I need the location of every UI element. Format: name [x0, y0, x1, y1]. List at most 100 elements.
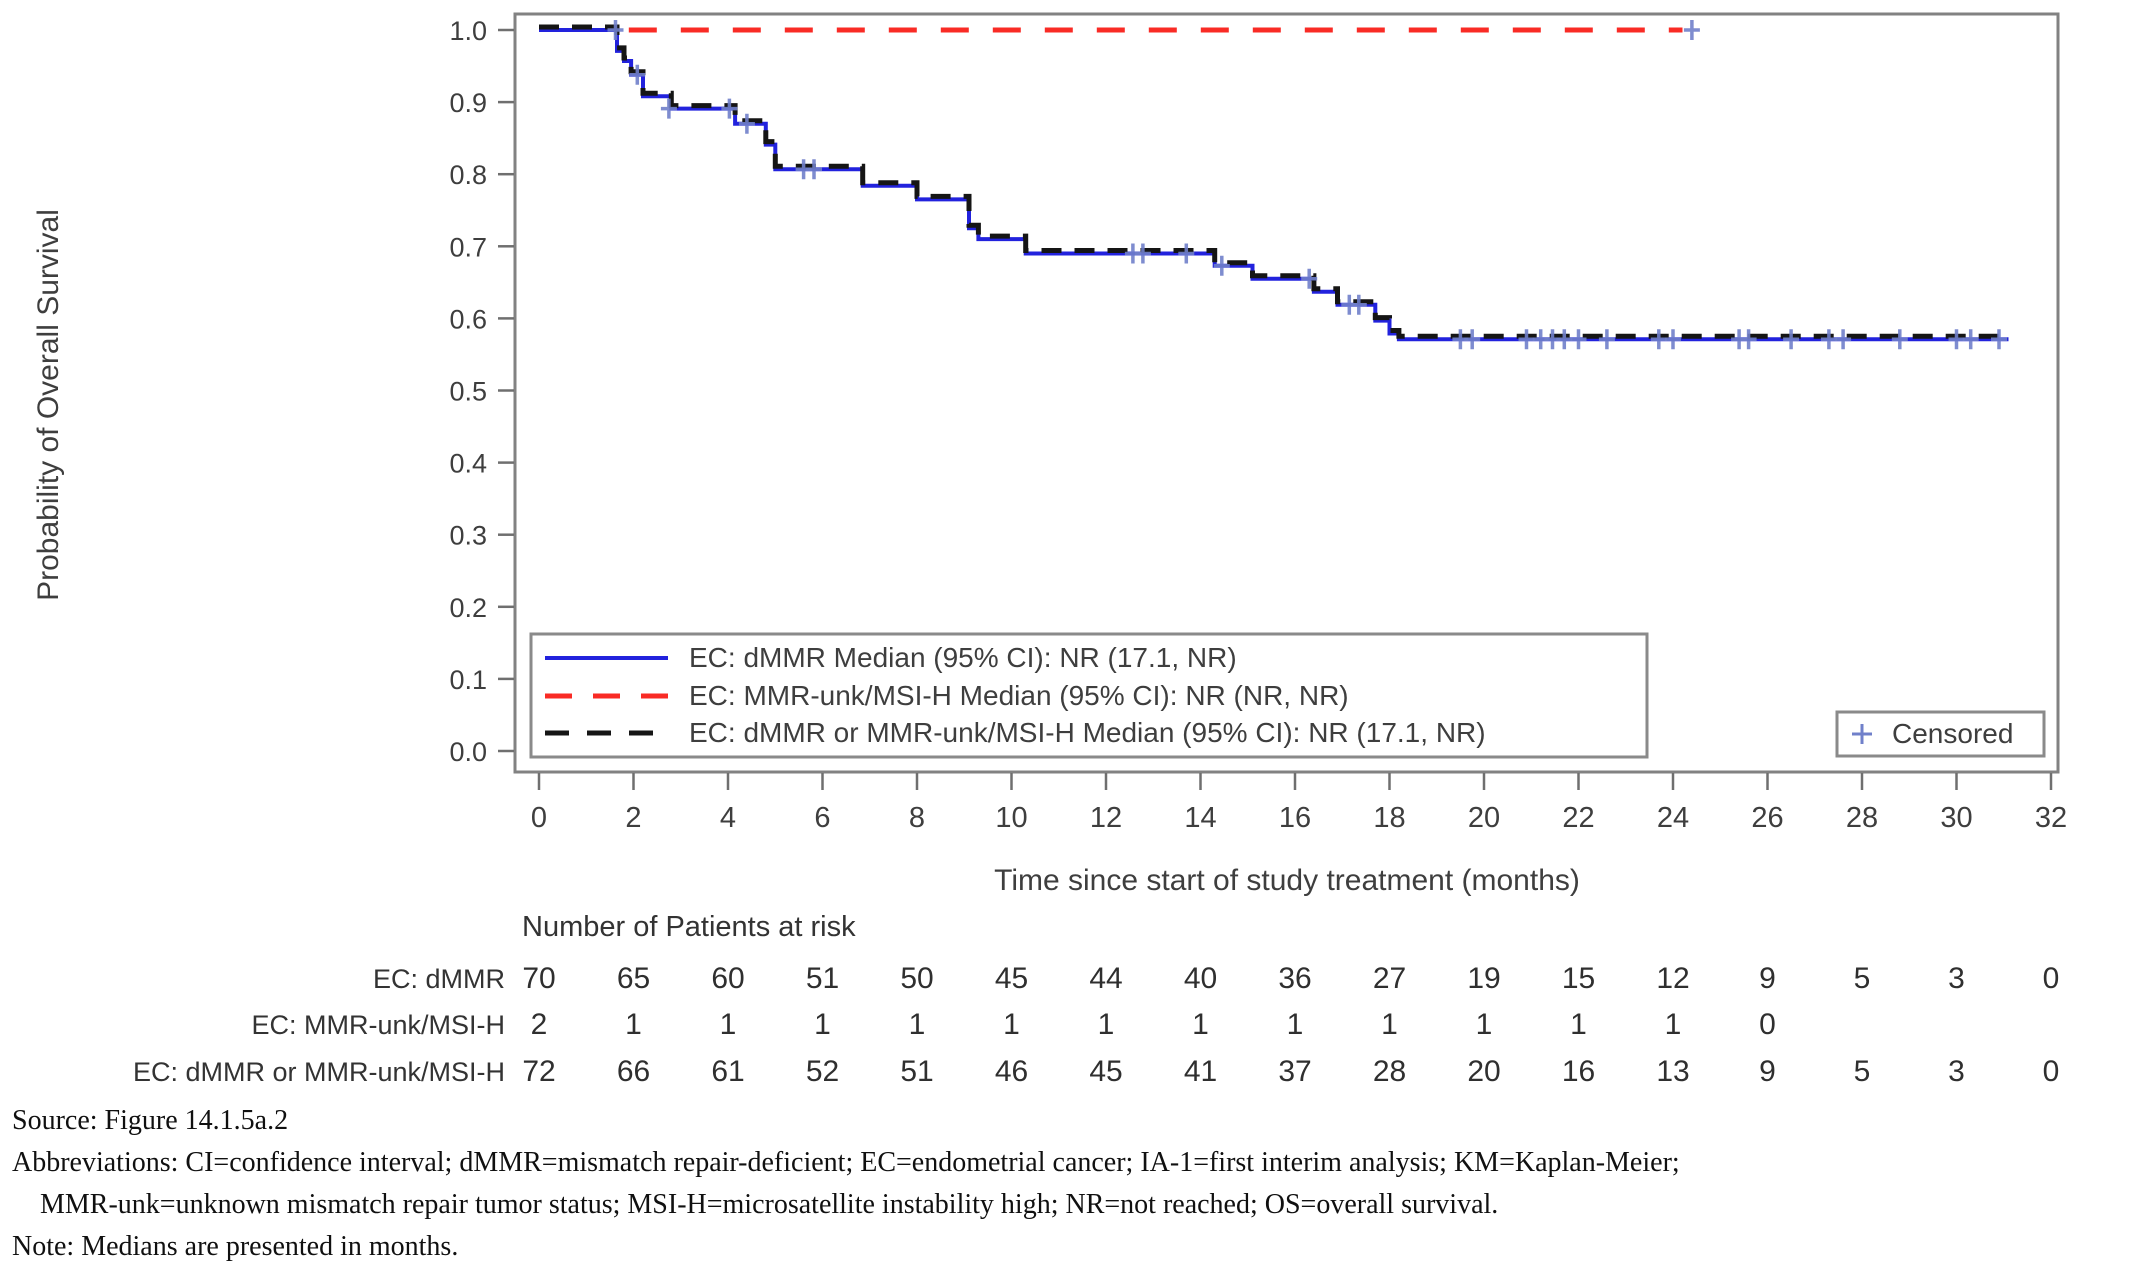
- censor-marks: [607, 20, 2007, 350]
- at-risk-count: 13: [1656, 1055, 1689, 1088]
- km-curve-dmmr: [539, 28, 2009, 342]
- censor-mark: [1213, 255, 1230, 276]
- censor-mark: [660, 98, 677, 119]
- x-tick-label: 26: [1751, 802, 1783, 834]
- at-risk-count: 3: [1948, 962, 1965, 995]
- at-risk-count: 3: [1948, 1055, 1965, 1088]
- censor-mark: [1991, 329, 2007, 350]
- km-chart-svg: Probability of Overall Survival Time sin…: [32, 12, 2067, 1088]
- x-tick-label: 2: [625, 802, 641, 834]
- x-axis-ticks: 0 2 4 6 8 10 12 14 16 18 20 22 24 26 28 30 32: [531, 773, 2067, 834]
- at-risk-count: 37: [1278, 1055, 1311, 1088]
- at-risk-count: 1: [1003, 1008, 1020, 1041]
- x-tick-label: 20: [1468, 802, 1500, 834]
- footnotes: Source: Figure 14.1.5a.2 Abbreviations: …: [12, 1100, 1680, 1268]
- censor-mark: [607, 20, 624, 40]
- at-risk-count: 1: [1570, 1008, 1587, 1041]
- censor-mark: [1301, 268, 1318, 289]
- at-risk-count: 16: [1562, 1055, 1595, 1088]
- x-tick-label: 14: [1184, 802, 1216, 834]
- at-risk-row-label: EC: MMR-unk/MSI-H: [251, 1010, 505, 1040]
- at-risk-count: 72: [522, 1055, 555, 1088]
- at-risk-count: 9: [1759, 962, 1776, 995]
- y-tick-label: 0.4: [449, 449, 487, 479]
- censor-mark: [1891, 329, 1908, 350]
- censor-mark: [1683, 20, 1700, 40]
- x-tick-label: 18: [1373, 802, 1405, 834]
- censor-mark: [1350, 294, 1367, 315]
- at-risk-count: 0: [1759, 1008, 1776, 1041]
- at-risk-count: 1: [1287, 1008, 1304, 1041]
- censor-mark: [1178, 243, 1195, 264]
- at-risk-count: 28: [1373, 1055, 1406, 1088]
- censor-mark: [1570, 329, 1587, 350]
- censor-mark: [1740, 329, 1757, 350]
- legend-box: EC: dMMR Median (95% CI): NR (17.1, NR) …: [529, 632, 1649, 759]
- y-tick-label: 0.2: [449, 593, 487, 623]
- at-risk-count: 60: [711, 962, 744, 995]
- censor-mark: [1665, 329, 1681, 350]
- at-risk-count: 50: [900, 962, 933, 995]
- censor-mark: [806, 159, 822, 180]
- at-risk-count: 51: [900, 1055, 933, 1088]
- at-risk-count: 5: [1854, 1055, 1871, 1088]
- at-risk-count: 45: [995, 962, 1028, 995]
- at-risk-count: 27: [1373, 962, 1406, 995]
- y-tick-label: 0.7: [449, 232, 487, 262]
- at-risk-count: 12: [1656, 962, 1689, 995]
- censor-mark: [1134, 243, 1151, 264]
- legend-entry-dmmr: EC: dMMR Median (95% CI): NR (17.1, NR): [689, 642, 1237, 673]
- y-tick-label: 0.8: [449, 160, 487, 190]
- at-risk-count: 70: [522, 962, 555, 995]
- censor-mark: [629, 64, 646, 85]
- x-tick-label: 16: [1279, 802, 1311, 834]
- at-risk-row-label: EC: dMMR: [373, 964, 505, 994]
- at-risk-count: 66: [617, 1055, 650, 1088]
- footnote-abbreviations-2: MMR-unk=unknown mismatch repair tumor st…: [40, 1189, 1499, 1220]
- x-tick-label: 12: [1090, 802, 1122, 834]
- censored-label: Censored: [1892, 718, 2013, 749]
- censored-plus-icon: [1852, 724, 1872, 744]
- y-tick-label: 1.0: [449, 16, 487, 46]
- x-tick-label: 24: [1657, 802, 1689, 834]
- legend-border: [529, 632, 1649, 759]
- censor-mark: [738, 113, 755, 134]
- at-risk-count: 1: [1381, 1008, 1398, 1041]
- at-risk-count: 36: [1278, 962, 1311, 995]
- censor-mark: [1835, 329, 1852, 350]
- at-risk-count: 1: [1665, 1008, 1682, 1041]
- censor-mark: [721, 98, 738, 119]
- at-risk-count: 52: [806, 1055, 839, 1088]
- y-axis-ticks: 0.0 0.1 0.2 0.3 0.4 0.5 0.6 0.7 0.8 0.9 1.0: [449, 16, 514, 767]
- at-risk-count: 41: [1184, 1055, 1217, 1088]
- x-axis-title: Time since start of study treatment (mon…: [994, 864, 1580, 897]
- at-risk-count: 51: [806, 962, 839, 995]
- survival-curves: [539, 24, 2009, 342]
- footnote-abbreviations-1: Abbreviations: CI=confidence interval; d…: [12, 1147, 1680, 1178]
- y-tick-label: 0.9: [449, 88, 487, 118]
- x-tick-label: 0: [531, 802, 547, 834]
- at-risk-count: 0: [2043, 962, 2060, 995]
- y-tick-label: 0.3: [449, 521, 487, 551]
- at-risk-count: 20: [1467, 1055, 1500, 1088]
- plot-border: [513, 12, 2060, 774]
- footnote-note: Note: Medians are presented in months.: [12, 1231, 459, 1262]
- legend-entry-mmr-unk: EC: MMR-unk/MSI-H Median (95% CI): NR (N…: [689, 680, 1349, 711]
- y-tick-label: 0.1: [449, 665, 487, 695]
- at-risk-count: 1: [814, 1008, 831, 1041]
- censor-mark: [1650, 329, 1667, 350]
- at-risk-count: 44: [1089, 962, 1122, 995]
- censor-mark: [1948, 329, 1965, 350]
- censor-mark: [1518, 329, 1535, 350]
- x-tick-label: 22: [1562, 802, 1594, 834]
- at-risk-header: Number of Patients at risk: [522, 911, 856, 943]
- y-tick-label: 0.6: [449, 304, 487, 334]
- at-risk-count: 15: [1562, 962, 1595, 995]
- at-risk-row-label: EC: dMMR or MMR-unk/MSI-H: [133, 1057, 505, 1087]
- censor-mark: [1598, 329, 1615, 350]
- x-tick-label: 8: [909, 802, 925, 834]
- x-tick-label: 32: [2035, 802, 2067, 834]
- censored-legend-box: Censored: [1835, 710, 2046, 758]
- at-risk-count: 46: [995, 1055, 1028, 1088]
- at-risk-count: 45: [1089, 1055, 1122, 1088]
